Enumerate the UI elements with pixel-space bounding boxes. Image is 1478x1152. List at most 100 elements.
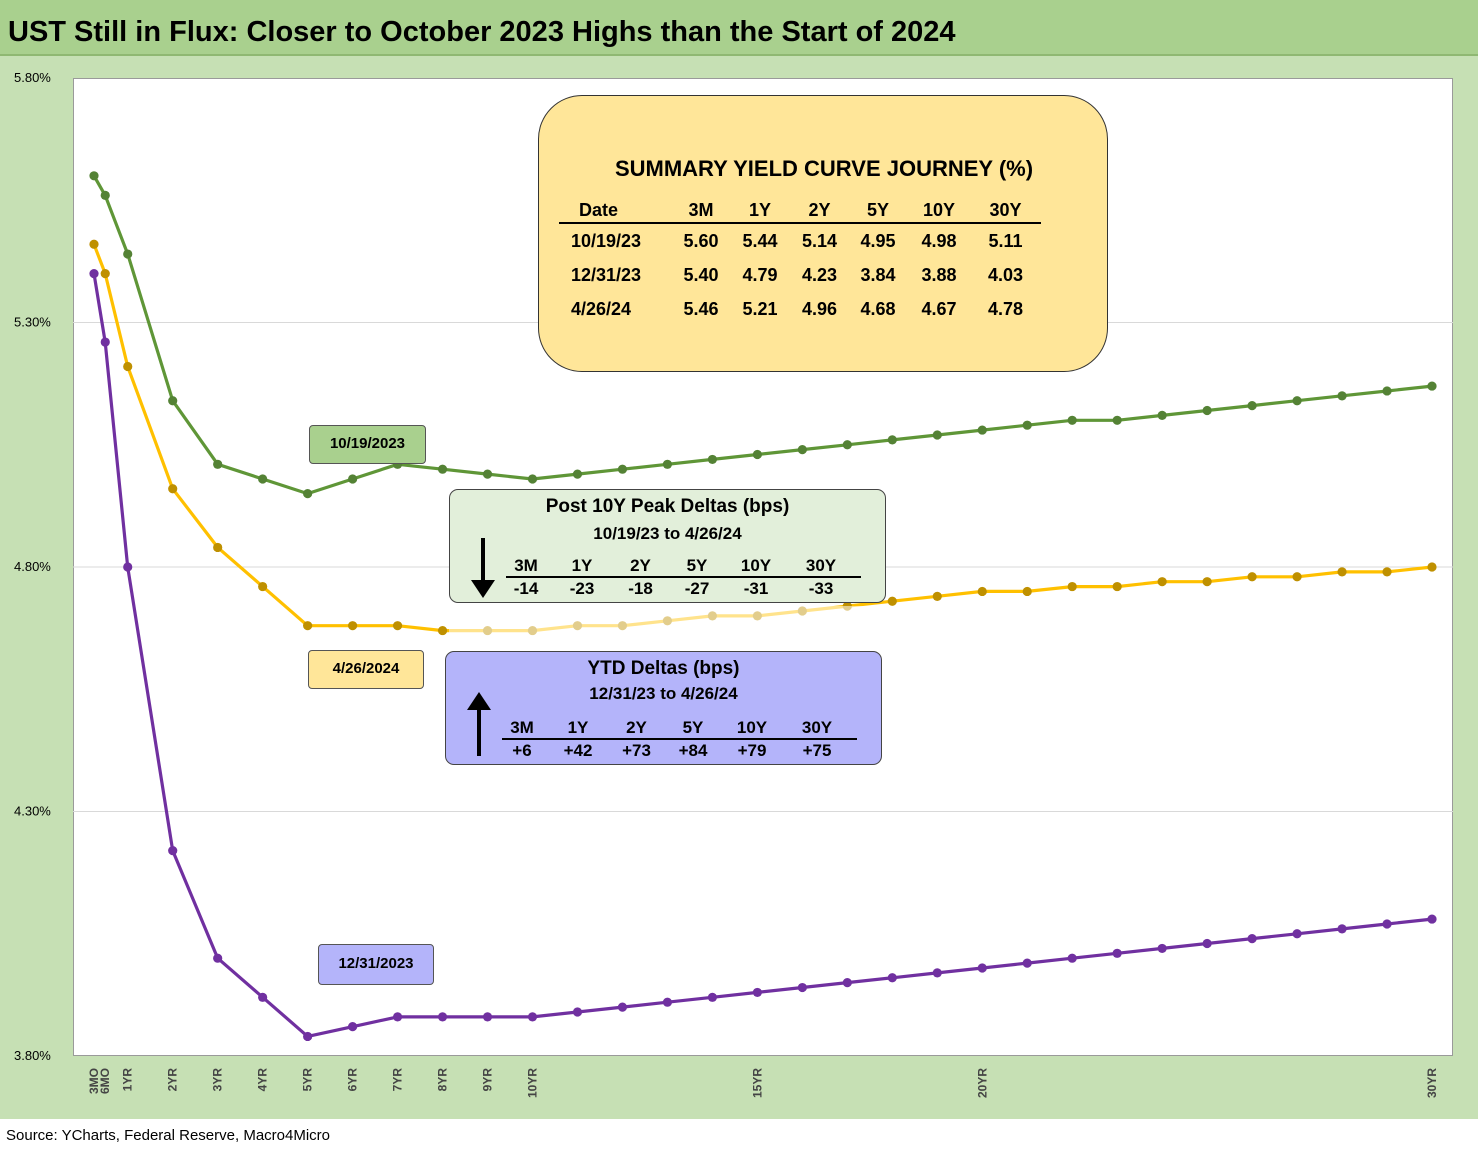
- post-peak-subtitle: 10/19/23 to 4/26/24: [593, 524, 742, 543]
- data-point: [100, 337, 110, 347]
- summary-header-10y: 10Y: [908, 200, 970, 224]
- data-point: [303, 1031, 313, 1042]
- series-label-oct: 10/19/2023: [309, 425, 426, 464]
- ytd-value: +42: [563, 741, 593, 760]
- summary-header-3m: 3M: [673, 200, 729, 224]
- x-tick-label: 4YR: [256, 1068, 270, 1092]
- summary-cell: 4.67: [921, 298, 957, 319]
- data-point: [1292, 929, 1302, 939]
- summary-cell: 4.03: [987, 264, 1024, 285]
- data-point: [887, 596, 897, 606]
- data-point: [392, 621, 403, 631]
- x-tick-label: 5YR: [301, 1068, 315, 1092]
- data-point: [932, 968, 942, 978]
- data-point: [1157, 577, 1167, 587]
- summary-cell: 5.40: [683, 264, 719, 285]
- ytd-header: 1Y: [542, 718, 614, 740]
- summary-cell: 5.60: [683, 230, 719, 251]
- ytd-header: 2Y: [614, 718, 659, 740]
- y-tick-label: 4.30%: [14, 804, 51, 819]
- data-point: [1382, 919, 1392, 929]
- post-peak-value: -33: [808, 579, 834, 598]
- data-point: [258, 992, 268, 1002]
- ytd-value: +84: [678, 741, 708, 760]
- data-point: [932, 591, 942, 601]
- summary-row-apr: 4/26/24 5.46 5.21 4.96 4.68 4.67 4.78: [559, 292, 1041, 326]
- data-point: [977, 586, 987, 597]
- x-tick-label: 7YR: [391, 1068, 405, 1092]
- data-point: [1247, 934, 1257, 944]
- data-point: [348, 1022, 358, 1032]
- data-point: [662, 997, 673, 1007]
- data-point: [89, 171, 99, 181]
- summary-cell: 12/31/23: [571, 264, 642, 285]
- post-peak-deltas-box: Post 10Y Peak Deltas (bps) 10/19/23 to 4…: [449, 489, 886, 603]
- data-point: [1157, 410, 1167, 421]
- data-point: [437, 464, 448, 474]
- post-peak-header: 5Y: [663, 556, 731, 578]
- data-point: [1202, 577, 1212, 587]
- data-point: [752, 987, 762, 998]
- data-point: [1382, 386, 1392, 396]
- ytd-value: +75: [802, 741, 832, 760]
- data-point: [887, 973, 897, 983]
- data-point: [1067, 415, 1077, 425]
- data-point: [1247, 401, 1257, 411]
- data-point: [123, 249, 133, 259]
- summary-cell: 5.14: [801, 230, 838, 251]
- data-point: [1247, 572, 1257, 582]
- data-point: [348, 474, 358, 484]
- y-tick-label: 4.80%: [14, 559, 51, 574]
- summary-cell: 5.21: [742, 298, 778, 319]
- post-peak-value: -31: [743, 579, 769, 598]
- summary-title: SUMMARY YIELD CURVE JOURNEY (%): [614, 156, 1034, 181]
- data-point: [1067, 953, 1077, 963]
- summary-cell: 4.78: [987, 298, 1024, 319]
- arrow-down-icon: [471, 538, 495, 598]
- data-point: [527, 474, 538, 484]
- y-tick-label: 5.80%: [14, 70, 51, 85]
- x-tick-label: 1YR: [121, 1068, 135, 1092]
- summary-header-30y: 30Y: [970, 200, 1041, 224]
- data-point: [797, 445, 807, 455]
- post-peak-value: -18: [628, 579, 653, 598]
- summary-cell: 4.98: [921, 230, 957, 251]
- summary-cell: 3.88: [921, 264, 957, 285]
- summary-cell: 4.23: [801, 264, 838, 285]
- highlight-band: [449, 606, 883, 648]
- data-point: [977, 425, 987, 435]
- data-point: [1427, 914, 1437, 924]
- data-point: [303, 489, 313, 499]
- data-point: [842, 440, 852, 450]
- summary-cell: 4/26/24: [571, 298, 632, 319]
- data-point: [1022, 958, 1032, 968]
- data-point: [797, 982, 807, 993]
- data-point: [100, 269, 110, 279]
- data-point: [168, 484, 178, 494]
- ytd-table: 3M 1Y 2Y 5Y 10Y 30Y +6 +42 +73 +84 +79 +…: [502, 718, 857, 762]
- data-point: [1427, 381, 1437, 391]
- summary-cell: 4.95: [860, 230, 896, 251]
- source-note: Source: YCharts, Federal Reserve, Macro4…: [6, 1127, 331, 1144]
- x-tick-label: 10YR: [526, 1068, 540, 1098]
- summary-header-2y: 2Y: [791, 200, 848, 224]
- data-point: [100, 190, 110, 200]
- data-point: [887, 435, 897, 445]
- data-point: [348, 621, 358, 631]
- summary-cell: 3.84: [860, 264, 896, 285]
- post-peak-title: Post 10Y Peak Deltas (bps): [545, 496, 790, 517]
- data-point: [1067, 581, 1077, 592]
- ytd-value: +6: [512, 741, 532, 760]
- data-point: [1337, 567, 1347, 577]
- summary-row-oct: 10/19/23 5.60 5.44 5.14 4.95 4.98 5.11: [559, 223, 1041, 258]
- data-point: [1382, 567, 1392, 577]
- post-peak-header: 1Y: [546, 556, 618, 578]
- series-line: [92, 273, 1433, 1039]
- post-peak-header: 2Y: [618, 556, 663, 578]
- data-point: [168, 396, 178, 406]
- data-point: [1022, 420, 1032, 430]
- ytd-header: 5Y: [659, 718, 727, 740]
- data-point: [1112, 948, 1122, 958]
- data-point: [1202, 938, 1212, 949]
- x-tick-label: 20YR: [975, 1068, 989, 1098]
